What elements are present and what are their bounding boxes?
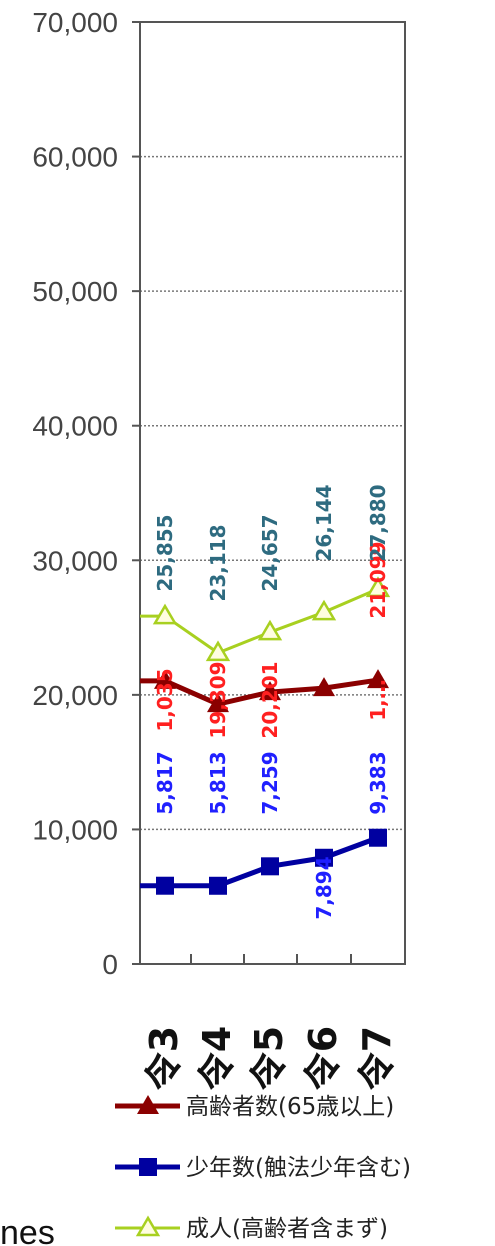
y-tick-label: 60,000 xyxy=(32,142,118,173)
data-label: 5,813 xyxy=(206,751,230,814)
data-point xyxy=(139,1158,157,1176)
data-point xyxy=(137,1095,159,1114)
data-label: 1,035 xyxy=(153,668,177,731)
series-group xyxy=(140,576,391,895)
data-label: 19,309 xyxy=(206,661,230,738)
y-tick-label: 50,000 xyxy=(32,276,118,307)
data-point xyxy=(152,603,178,625)
data-label: 23,118 xyxy=(206,524,230,601)
data-point xyxy=(209,876,227,895)
x-tick-label: 令3 xyxy=(142,1026,186,1090)
data-point xyxy=(154,669,176,689)
y-tick-label: 20,000 xyxy=(32,680,118,711)
data-label: 20,201 xyxy=(258,661,282,738)
data-label: 1,… xyxy=(366,679,390,721)
y-tick-label: 30,000 xyxy=(32,545,118,576)
y-tick-label: 40,000 xyxy=(32,411,118,442)
x-tick-label: 令7 xyxy=(355,1026,399,1090)
data-label: 9,383 xyxy=(366,751,390,814)
data-label: 7,259 xyxy=(258,751,282,814)
data-label: 5,817 xyxy=(153,751,177,814)
data-label: 27,880 xyxy=(366,484,390,561)
y-tick-label: 70,000 xyxy=(32,7,118,38)
y-tick-label: 10,000 xyxy=(32,814,118,845)
data-label: 7,894 xyxy=(312,856,336,919)
data-label: 24,657 xyxy=(258,514,282,591)
data-point xyxy=(207,693,229,713)
grid-lines xyxy=(140,155,405,831)
legend: 高齢者数(65歳以上) 少年数(触法少年含む) 成人(高齢者含まず) xyxy=(115,1094,411,1242)
x-tick-label: 令5 xyxy=(247,1026,291,1090)
legend-label: 成人(高齢者含まず) xyxy=(186,1216,388,1242)
series-line xyxy=(140,587,379,655)
series-line xyxy=(140,835,379,889)
data-point xyxy=(135,1215,161,1237)
legend-label: 高齢者数(65歳以上) xyxy=(186,1094,394,1120)
x-tick-label: 令6 xyxy=(301,1026,345,1090)
data-point xyxy=(311,599,337,621)
data-point xyxy=(261,857,279,876)
data-point xyxy=(369,828,387,847)
data-point xyxy=(367,669,389,689)
data-point xyxy=(257,619,283,641)
data-point xyxy=(156,876,174,895)
legend-label: 少年数(触法少年含む) xyxy=(186,1155,411,1181)
data-point xyxy=(205,640,231,662)
bottom-left-fragment: nes xyxy=(0,1214,55,1246)
data-point xyxy=(365,576,391,598)
data-label: 26,144 xyxy=(312,484,336,561)
data-point xyxy=(315,848,333,867)
data-labels: 1,035 19,309 20,201 21,099 5,817 5,813 7,259 7,… xyxy=(153,484,390,919)
data-point xyxy=(259,681,281,701)
plot-frame xyxy=(139,21,406,965)
x-tick-label: 令4 xyxy=(195,1026,239,1090)
x-axis: 令3 令4 令5 令6 令7 xyxy=(142,954,399,1090)
y-tick-label: 0 xyxy=(102,949,118,980)
y-axis: 0 10,000 20,000 30,000 40,000 50,000 60,000 70,… xyxy=(32,7,140,980)
data-point xyxy=(313,677,335,697)
data-label: 21,099 xyxy=(366,541,390,618)
data-label: 25,855 xyxy=(153,514,177,591)
